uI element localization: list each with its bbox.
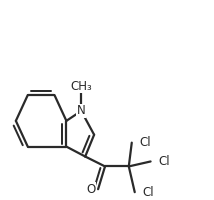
Text: N: N — [77, 104, 86, 117]
Text: Cl: Cl — [158, 155, 170, 168]
Text: Cl: Cl — [142, 186, 154, 199]
Text: O: O — [86, 183, 96, 196]
Text: Cl: Cl — [139, 136, 151, 149]
Text: CH₃: CH₃ — [70, 80, 92, 93]
